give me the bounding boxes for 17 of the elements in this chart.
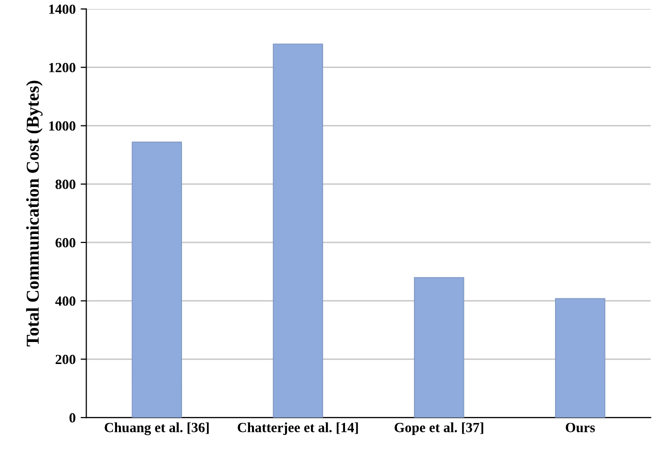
y-tick-label: 1200 — [49, 62, 76, 72]
x-tick-label: Ours — [566, 422, 595, 432]
x-tick-label: Chatterjee et al. [14] — [238, 422, 358, 436]
y-tick-label: 800 — [56, 180, 76, 190]
x-tick-label: Chuang et al. [36] — [104, 422, 209, 436]
y-axis-title: Total Communication Cost (Bytes) — [26, 80, 43, 346]
y-tick-label: 400 — [55, 296, 76, 306]
y-tick-label: 0 — [69, 413, 76, 423]
bar — [414, 277, 464, 418]
y-tick-label: 200 — [56, 354, 76, 364]
y-tick-label: 1400 — [49, 4, 76, 14]
x-tick-label: Gope et al. [37] — [394, 422, 484, 436]
y-tick-label: 600 — [56, 238, 76, 248]
y-tick-label: 1000 — [49, 121, 76, 131]
bar — [132, 142, 182, 418]
bar — [272, 44, 324, 418]
bar — [555, 298, 606, 418]
